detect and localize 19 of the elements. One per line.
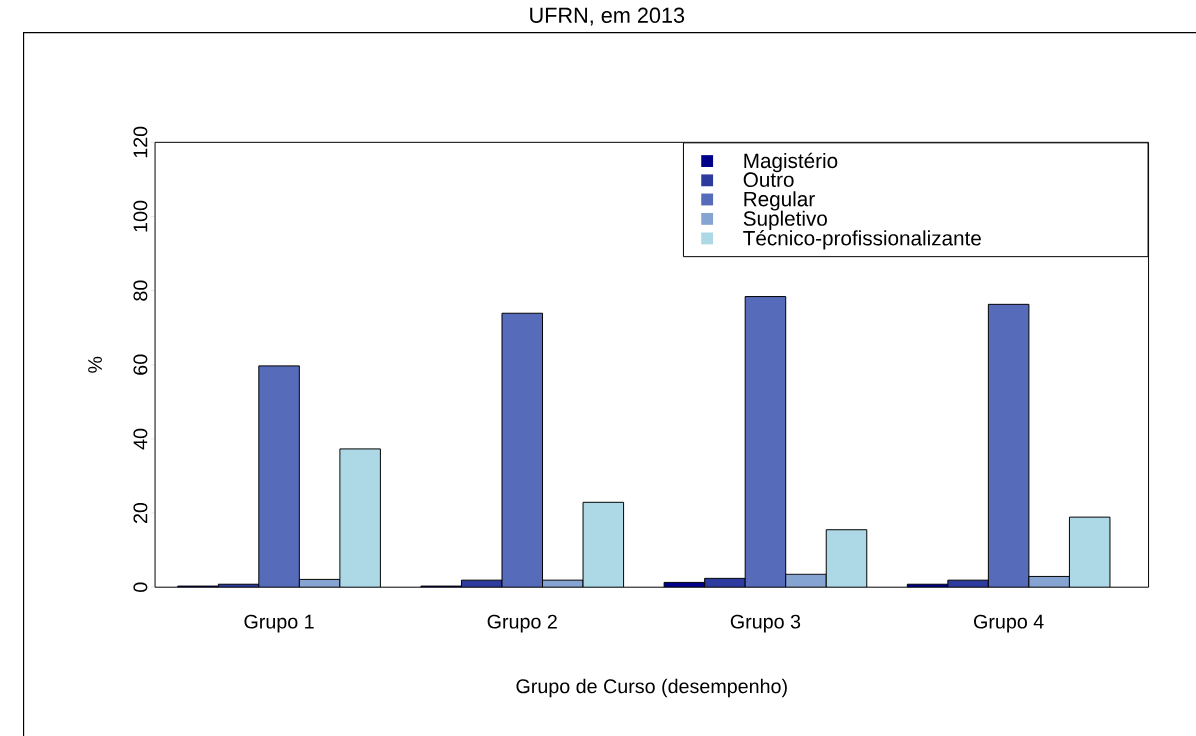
x-tick-label: Grupo 2 [487, 614, 557, 633]
legend-label: Técnico-profissionalizante [743, 229, 981, 250]
x-tick-label: Grupo 1 [244, 614, 314, 633]
y-tick-label: 80 [133, 280, 148, 301]
y-tick-label: 0 [133, 582, 148, 592]
chart-title: UFRN, em 2013 [530, 7, 685, 26]
x-tick-label: Grupo 3 [730, 614, 801, 633]
x-axis-title: Grupo de Curso (desempenho) [516, 678, 787, 697]
legend-label: Outro [743, 172, 794, 187]
legend-label: Supletivo [743, 210, 827, 230]
x-tick-label: Grupo 4 [974, 614, 1044, 633]
y-tick-label: 60 [133, 354, 148, 375]
legend-label: Regular [744, 191, 815, 211]
y-axis-title: % [88, 356, 102, 373]
y-tick-label: 40 [133, 428, 148, 450]
legend-label: Magistério [744, 152, 838, 172]
y-tick-label: 20 [133, 502, 148, 523]
y-tick-label: 100 [133, 200, 148, 232]
y-tick-label: 120 [133, 126, 148, 158]
